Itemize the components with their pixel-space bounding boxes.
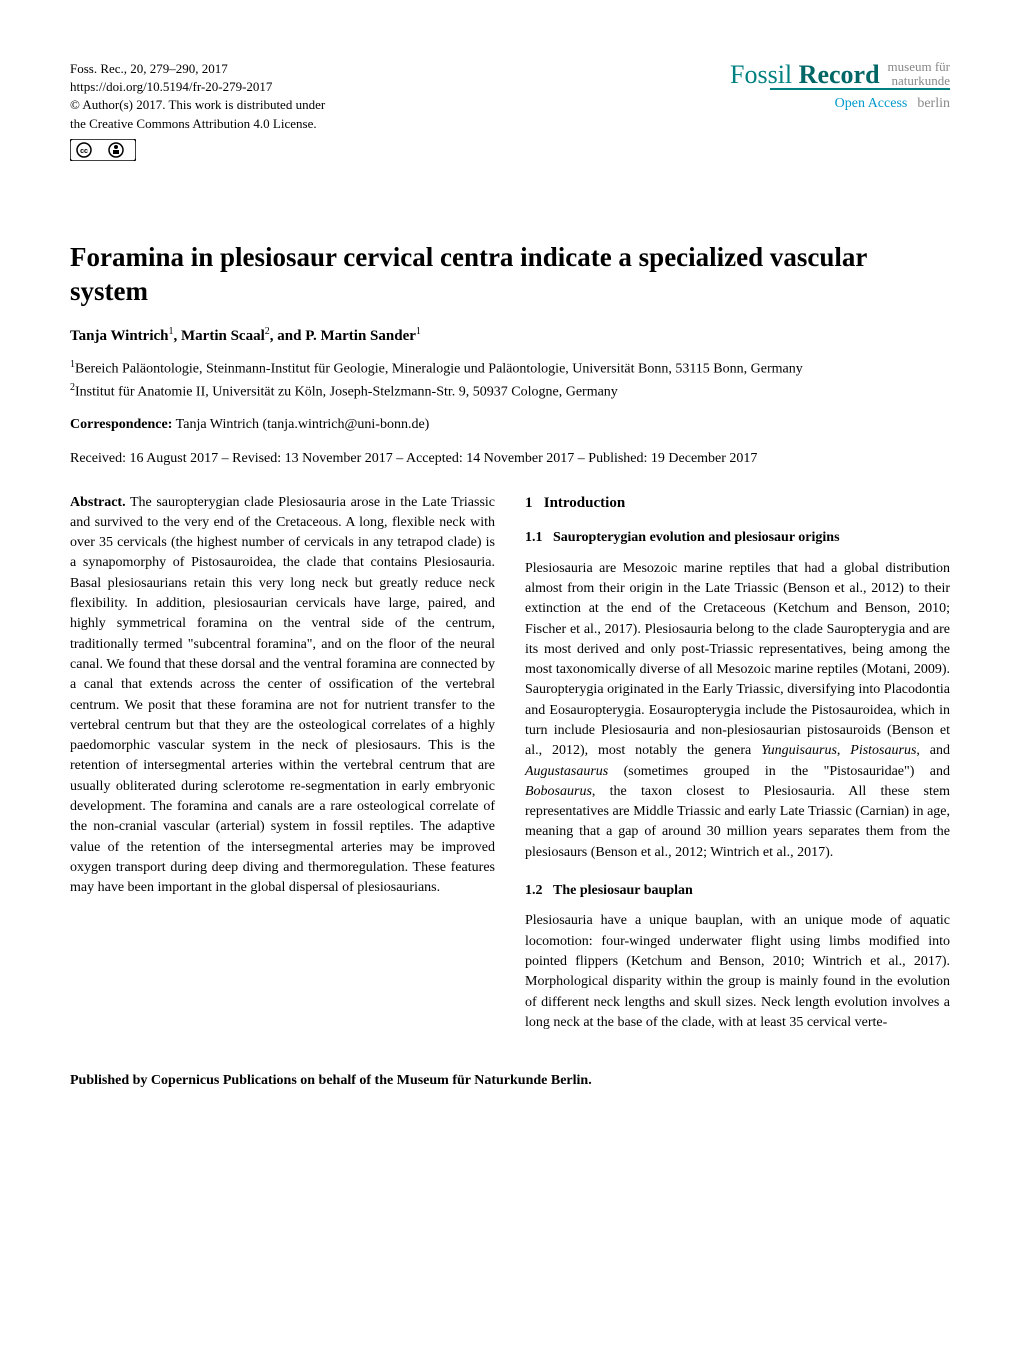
correspondence-value: Tanja Wintrich (tanja.wintrich@uni-bonn.… xyxy=(172,417,429,432)
license-line: the Creative Commons Attribution 4.0 Lic… xyxy=(70,115,325,133)
subsection-heading: 1.2 The plesiosaur bauplan xyxy=(525,881,950,901)
correspondence: Correspondence: Tanja Wintrich (tanja.wi… xyxy=(70,417,950,433)
open-access-label: Open Access xyxy=(835,96,908,111)
doi-line: https://doi.org/10.5194/fr-20-279-2017 xyxy=(70,78,325,96)
correspondence-label: Correspondence: xyxy=(70,417,172,432)
citation-block: Foss. Rec., 20, 279–290, 2017 https://do… xyxy=(70,60,325,161)
body-columns: Abstract. The sauropterygian clade Plesi… xyxy=(70,493,950,1034)
body-paragraph: Plesiosauria are Mesozoic marine reptile… xyxy=(525,559,950,863)
journal-name-light: Fossil xyxy=(730,60,799,89)
section-heading: 1 Introduction xyxy=(525,493,950,515)
author-name: P. Martin Sander xyxy=(305,328,416,344)
publication-dates: Received: 16 August 2017 – Revised: 13 N… xyxy=(70,451,950,467)
cc-by-badge-icon: cc xyxy=(70,139,325,161)
citation-line: Foss. Rec., 20, 279–290, 2017 xyxy=(70,60,325,78)
genus-name: Bobosaurus xyxy=(525,784,592,799)
page-header: Foss. Rec., 20, 279–290, 2017 https://do… xyxy=(70,60,950,161)
abstract-label: Abstract. xyxy=(70,495,126,510)
affiliation-line: 1Bereich Paläontologie, Steinmann-Instit… xyxy=(70,357,950,380)
museum-text: museum für naturkunde xyxy=(888,60,950,89)
subsection-heading: 1.1 Sauropterygian evolution and plesios… xyxy=(525,528,950,548)
journal-subline: Open Access berlin xyxy=(730,94,950,112)
right-column: 1 Introduction 1.1 Sauropterygian evolut… xyxy=(525,493,950,1034)
journal-name-bold: Record xyxy=(799,60,880,89)
author-name: Tanja Wintrich xyxy=(70,328,169,344)
article-title: Foramina in plesiosaur cervical centra i… xyxy=(70,241,950,309)
genus-name: Yunguisaurus xyxy=(761,743,837,758)
genus-name: Pistosaurus xyxy=(850,743,916,758)
body-paragraph: Plesiosauria have a unique bauplan, with… xyxy=(525,911,950,1033)
genus-name: Augustasaurus xyxy=(525,764,608,779)
author-name: Martin Scaal xyxy=(181,328,265,344)
affiliation-line: 2Institut für Anatomie II, Universität z… xyxy=(70,380,950,403)
berlin-label: berlin xyxy=(917,96,950,111)
journal-title-row: Fossil Record museum für naturkunde xyxy=(730,60,950,90)
svg-text:cc: cc xyxy=(80,148,88,155)
author-affil-sup: 1 xyxy=(416,326,421,337)
page-footer: Published by Copernicus Publications on … xyxy=(70,1073,950,1089)
abstract-paragraph: Abstract. The sauropterygian clade Plesi… xyxy=(70,493,495,899)
affiliations: 1Bereich Paläontologie, Steinmann-Instit… xyxy=(70,357,950,402)
copyright-line: © Author(s) 2017. This work is distribut… xyxy=(70,96,325,114)
abstract-text: The sauropterygian clade Plesiosauria ar… xyxy=(70,495,495,896)
author-list: Tanja Wintrich1, Martin Scaal2, and P. M… xyxy=(70,326,950,345)
left-column: Abstract. The sauropterygian clade Plesi… xyxy=(70,493,495,1034)
journal-logo: Fossil Record museum für naturkunde Open… xyxy=(730,60,950,112)
